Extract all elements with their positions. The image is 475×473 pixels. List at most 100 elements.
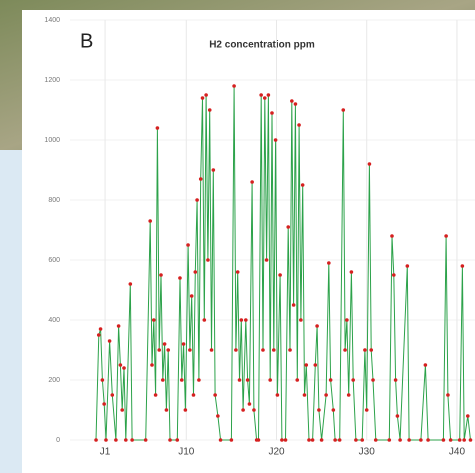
data-point	[188, 348, 192, 352]
data-point	[122, 366, 126, 370]
data-point	[291, 303, 296, 307]
data-point	[209, 348, 214, 352]
data-point	[363, 348, 367, 352]
data-point	[157, 348, 162, 352]
data-point	[247, 402, 252, 406]
data-point	[206, 258, 210, 262]
data-point	[102, 402, 106, 406]
y-tick-label: 1200	[44, 77, 60, 84]
data-point	[179, 378, 184, 382]
data-point	[288, 348, 292, 352]
data-point	[405, 264, 410, 268]
data-point	[426, 438, 430, 442]
data-point	[200, 96, 205, 100]
chart: B H2 concentration ppm 0 200 400 600 800 1000…	[44, 17, 475, 458]
data-point	[278, 273, 282, 277]
data-point	[264, 258, 269, 262]
data-point	[166, 348, 171, 352]
data-point	[128, 282, 133, 286]
data-point	[441, 438, 446, 442]
chart-title: H2 concentration ppm	[209, 40, 315, 51]
data-point	[211, 168, 216, 172]
data-point	[175, 438, 180, 442]
data-point	[178, 276, 182, 280]
data-point	[183, 408, 188, 412]
data-point	[161, 378, 165, 382]
data-point	[393, 378, 398, 382]
data-point	[419, 438, 423, 442]
data-point	[256, 438, 261, 442]
data-point	[283, 438, 288, 442]
data-point	[216, 414, 220, 418]
data-point	[262, 96, 267, 100]
data-point	[197, 378, 201, 382]
data-point	[237, 378, 242, 382]
data-point	[244, 318, 248, 322]
y-tick-label: 200	[48, 377, 60, 384]
data-point	[116, 324, 121, 328]
data-point	[304, 363, 309, 367]
data-point	[207, 108, 212, 112]
y-tick-label: 400	[48, 317, 60, 324]
x-tick-label: J20	[268, 447, 285, 458]
data-point	[120, 408, 125, 412]
data-point	[162, 342, 167, 346]
data-point	[232, 84, 236, 88]
data-point	[290, 99, 294, 103]
data-point	[229, 438, 234, 442]
data-point	[168, 438, 172, 442]
data-point	[299, 318, 303, 322]
data-point	[387, 438, 392, 442]
x-tick-label: J30	[359, 447, 376, 458]
data-point	[373, 438, 378, 442]
data-point	[343, 348, 347, 352]
data-point	[155, 126, 160, 130]
data-point	[153, 393, 158, 397]
data-point	[354, 438, 358, 442]
data-point	[448, 438, 453, 442]
data-point	[239, 318, 244, 322]
data-point	[349, 270, 354, 274]
data-point	[261, 348, 265, 352]
data-point	[252, 408, 256, 412]
data-point	[234, 348, 238, 352]
data-point	[351, 378, 355, 382]
data-point	[302, 393, 307, 397]
y-tick-label: 0	[56, 437, 60, 444]
x-tick-label: J1	[100, 447, 111, 458]
data-point	[195, 198, 199, 202]
data-point	[130, 438, 134, 442]
data-point	[333, 438, 337, 442]
data-point	[213, 393, 217, 397]
data-point	[202, 318, 207, 322]
data-point	[151, 318, 156, 322]
x-tick-label: J40	[449, 447, 466, 458]
data-point	[328, 378, 333, 382]
data-point	[280, 438, 284, 442]
data-point	[191, 393, 196, 397]
data-point	[110, 393, 115, 397]
series-line	[95, 85, 471, 441]
panel-label: B	[80, 30, 93, 52]
data-point	[293, 102, 298, 106]
data-point	[273, 138, 278, 142]
data-point	[315, 324, 319, 328]
data-point	[104, 438, 108, 442]
data-point	[457, 438, 462, 442]
data-point	[444, 234, 448, 238]
data-point	[465, 414, 470, 418]
data-point	[327, 261, 331, 265]
data-point	[235, 270, 240, 274]
data-point	[390, 234, 394, 238]
data-point	[259, 93, 263, 97]
data-point	[286, 225, 291, 229]
data-point	[460, 264, 465, 268]
data-point	[371, 378, 375, 382]
data-point	[94, 438, 98, 442]
y-tick-label: 1400	[44, 17, 60, 24]
data-point	[319, 438, 324, 442]
data-point	[360, 438, 365, 442]
data-point	[268, 378, 272, 382]
data-point	[369, 348, 374, 352]
